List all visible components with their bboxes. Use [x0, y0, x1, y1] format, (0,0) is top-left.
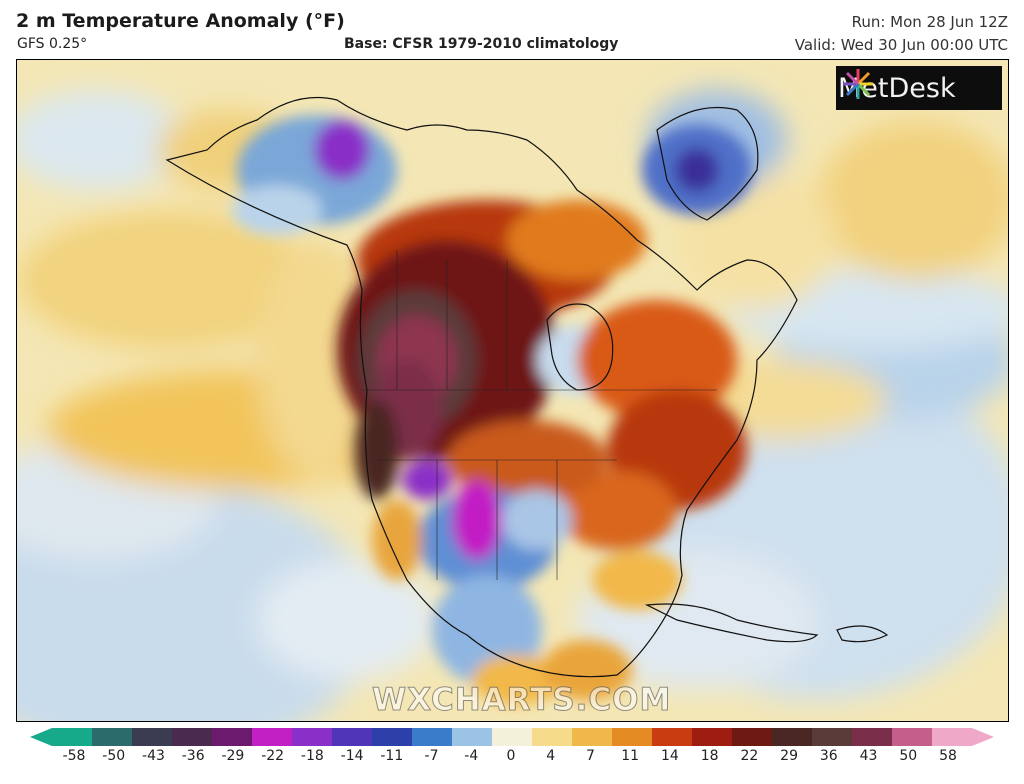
colorbar-segment	[772, 728, 813, 746]
model-label: GFS 0.25°	[17, 36, 88, 52]
anomaly-field	[17, 60, 1008, 721]
colorbar-segment	[212, 728, 253, 746]
metdesk-logo: MetDesk	[836, 66, 1002, 110]
colorbar-segment	[292, 728, 333, 746]
run-time-label: Run: Mon 28 Jun 12Z	[851, 13, 1008, 31]
colorbar-segment	[332, 728, 373, 746]
political-borders	[362, 250, 717, 580]
colorbar-tick-label: 14	[660, 748, 679, 764]
colorbar-tick-label: 22	[740, 748, 759, 764]
colorbar-segment	[372, 728, 413, 746]
color-scale-ticks: -58 -50 -43 -36 -29 -22 -18 -14 -11 -7 -4 0 4 7 11 14 18…	[0, 748, 1024, 770]
colorbar-tick-label: -50	[102, 748, 126, 764]
colorbar-segment	[732, 728, 773, 746]
anomaly-map[interactable]: MetDesk WXCHARTS.COM	[16, 59, 1009, 722]
colorbar-tick-label: 18	[700, 748, 719, 764]
colorbar-tick-label: -29	[221, 748, 245, 764]
base-climatology-label: Base: CFSR 1979-2010 climatology	[344, 36, 619, 52]
colorbar-segment	[532, 728, 573, 746]
colorbar-tick-label: 43	[859, 748, 878, 764]
land-anomaly-patches	[232, 115, 752, 705]
color-scale-bar	[30, 728, 994, 746]
colorbar-tick-label: -4	[464, 748, 479, 764]
colorbar-segment	[892, 728, 933, 746]
colorbar-segment	[172, 728, 213, 746]
colorbar-tick-label: 36	[819, 748, 838, 764]
valid-time-label: Valid: Wed 30 Jun 00:00 UTC	[794, 36, 1008, 54]
colorbar-tick-label: -58	[62, 748, 86, 764]
colorbar-segment	[492, 728, 533, 746]
colorbar-segment	[692, 728, 733, 746]
colorbar-tick-label: 58	[939, 748, 957, 764]
ocean-anomaly-patches	[17, 90, 1008, 721]
colorbar-segment	[412, 728, 453, 746]
colorbar-tick-label: -36	[181, 748, 205, 764]
colorbar-tick-label: 4	[546, 748, 556, 764]
colorbar-segment	[132, 728, 173, 746]
colorbar-segment	[572, 728, 613, 746]
colorbar-tick-label: -7	[424, 748, 439, 764]
colorbar-tick-label: -22	[261, 748, 285, 764]
colorbar-segment	[252, 728, 293, 746]
header: 2 m Temperature Anomaly (°F) GFS 0.25° B…	[0, 0, 1024, 58]
colorbar-min-arrow	[30, 728, 52, 746]
map-title: 2 m Temperature Anomaly (°F)	[16, 10, 345, 32]
colorbar-tick-label: -43	[142, 748, 165, 764]
colorbar-tick-label: -11	[380, 748, 404, 764]
colorbar-segment	[452, 728, 493, 746]
colorbar-tick-label: 0	[506, 748, 516, 764]
colorbar-segment	[92, 728, 133, 746]
colorbar-tick-label: 29	[780, 748, 798, 764]
colorbar-tick-label: 11	[621, 748, 640, 764]
colorbar-segment	[852, 728, 893, 746]
colorbar-segment	[812, 728, 853, 746]
colorbar-segment	[612, 728, 653, 746]
colorbar-tick-label: 50	[899, 748, 918, 764]
watermark: WXCHARTS.COM	[371, 682, 672, 719]
colorbar-tick-label: 7	[585, 748, 595, 764]
colorbar-tick-label: -14	[340, 748, 364, 764]
colorbar-segment	[52, 728, 93, 746]
metdesk-burst-icon	[843, 69, 873, 99]
colorbar-max-arrow	[972, 728, 994, 746]
colorbar-segment	[932, 728, 973, 746]
colorbar-segment	[652, 728, 693, 746]
colorbar-tick-label: -18	[300, 748, 324, 764]
coastlines	[165, 96, 889, 678]
